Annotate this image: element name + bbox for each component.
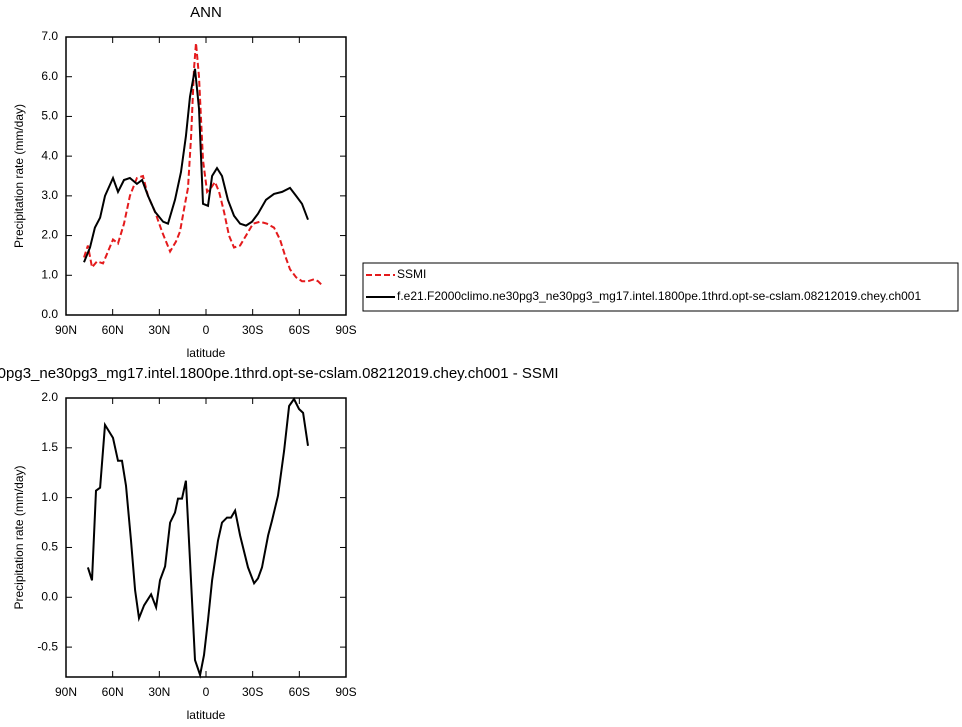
x-tick-label: 60S <box>289 685 310 699</box>
y-tick-label: 7.0 <box>41 29 58 43</box>
plot-frame <box>65 36 347 316</box>
legend-box <box>362 262 959 312</box>
y-tick-label: 0.5 <box>41 540 58 554</box>
y-tick-label: 1.0 <box>41 490 58 504</box>
y-tick-label: 3.0 <box>41 188 58 202</box>
y-axis-label: Precipitation rate (mm/day) <box>12 104 26 248</box>
y-axis-label: Precipitation rate (mm/day) <box>12 465 26 609</box>
y-tick-label: 4.0 <box>41 148 58 162</box>
y-tick-label: 2.0 <box>41 390 58 404</box>
x-tick-label: 90N <box>55 685 77 699</box>
x-tick-label: 30S <box>242 685 263 699</box>
y-tick-label: 0.0 <box>41 589 58 603</box>
y-tick-label: 1.0 <box>41 267 58 281</box>
y-tick-label: 1.5 <box>41 440 58 454</box>
x-tick-label: 60N <box>102 323 124 337</box>
x-tick-label: 30N <box>148 685 170 699</box>
x-axis-label: latitude <box>187 346 226 360</box>
x-tick-label: 60S <box>289 323 310 337</box>
x-tick-label: 30S <box>242 323 263 337</box>
data-line <box>86 397 309 679</box>
plot-frame <box>65 397 347 678</box>
x-axis-label: latitude <box>187 708 226 722</box>
y-tick-label: 2.0 <box>41 228 58 242</box>
x-tick-label: 30N <box>148 323 170 337</box>
y-tick-label: 6.0 <box>41 69 58 83</box>
chart-title: ANN <box>190 4 222 21</box>
legend-label: SSMI <box>397 267 426 281</box>
x-tick-label: 0 <box>203 685 210 699</box>
y-tick-label: 0.0 <box>41 307 58 321</box>
x-tick-label: 0 <box>203 323 210 337</box>
legend-label: f.e21.F2000climo.ne30pg3_ne30pg3_mg17.in… <box>397 289 921 303</box>
x-tick-label: 90N <box>55 323 77 337</box>
x-tick-label: 90S <box>335 323 356 337</box>
y-tick-label: -0.5 <box>37 639 58 653</box>
data-line <box>83 42 323 286</box>
chart-title: f.e21.F2000climo.ne30pg3_ne30pg3_mg17.in… <box>0 365 559 382</box>
x-tick-label: 90S <box>335 685 356 699</box>
data-line <box>83 68 309 263</box>
x-tick-label: 60N <box>102 685 124 699</box>
y-tick-label: 5.0 <box>41 109 58 123</box>
